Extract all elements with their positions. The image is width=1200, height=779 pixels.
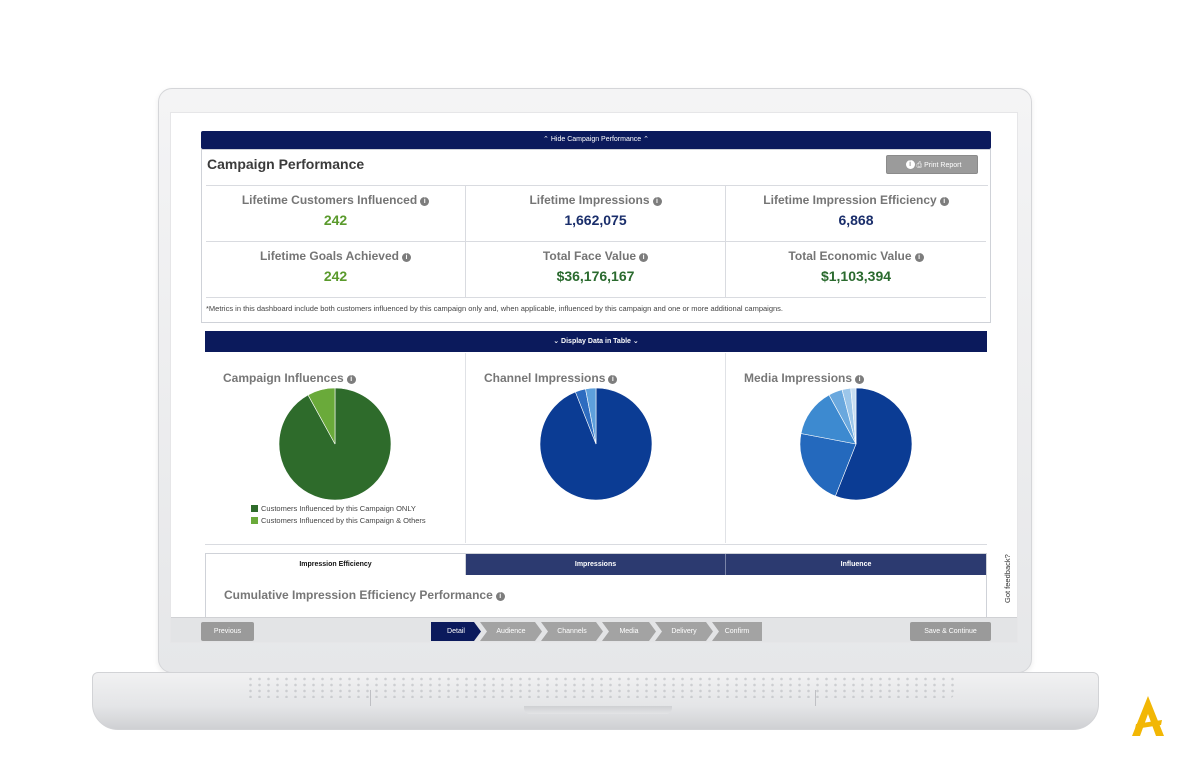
previous-button[interactable]: Previous: [201, 622, 254, 641]
save-continue-button[interactable]: Save & Continue: [910, 622, 991, 641]
section-title: Cumulative Impression Efficiency Perform…: [224, 588, 493, 602]
chevron-down-icon: ⌄: [632, 338, 639, 345]
metric-value: 6,868: [838, 212, 874, 228]
info-icon[interactable]: i: [939, 197, 949, 206]
legend-swatch: [251, 517, 258, 524]
laptop-keyboard: [246, 676, 954, 698]
metrics-disclaimer: *Metrics in this dashboard include both …: [206, 304, 784, 313]
info-icon[interactable]: i: [855, 375, 865, 384]
metric-value: 242: [323, 268, 348, 284]
info-icon[interactable]: i: [639, 253, 649, 262]
media-impressions-chart: Media Impressions i: [725, 353, 985, 543]
info-icon: i: [905, 160, 915, 169]
metric-label: Total Economic Value: [788, 249, 912, 263]
chart-title: Channel Impressions: [484, 371, 606, 385]
metric-impression-efficiency: Lifetime Impression Efficiency i 6,868: [726, 186, 986, 242]
feedback-tab[interactable]: Got feedback?: [1003, 545, 1015, 605]
display-data-in-table-bar[interactable]: ⌄ Display Data in Table ⌄: [205, 331, 987, 352]
metric-total-economic-value: Total Economic Value i $1,103,394: [726, 242, 986, 298]
channel-impressions-pie: [539, 387, 653, 501]
step-detail[interactable]: Detail: [431, 622, 481, 641]
legend-swatch: [251, 505, 258, 512]
metric-value: $1,103,394: [820, 268, 892, 284]
campaign-influences-pie: [278, 387, 392, 501]
channel-impressions-chart: Channel Impressions i: [465, 353, 725, 543]
step-delivery[interactable]: Delivery: [655, 622, 713, 641]
step-confirm[interactable]: Confirm: [712, 622, 762, 641]
footer-nav: Previous Detail Audience Channels Media …: [171, 617, 1017, 642]
chart-legend: Customers Influenced by this Campaign ON…: [251, 503, 426, 527]
metric-label: Lifetime Impression Efficiency: [763, 193, 937, 207]
print-report-button[interactable]: i ⎙ Print Report: [886, 155, 978, 174]
laptop-hinge-slot: [524, 706, 672, 714]
metric-value: 1,662,075: [564, 212, 627, 228]
page-title: Campaign Performance: [207, 156, 365, 172]
step-audience[interactable]: Audience: [480, 622, 542, 641]
tab-influence[interactable]: Influence: [726, 554, 986, 575]
wizard-steps: Detail Audience Channels Media Delivery …: [431, 622, 762, 641]
legend-item: Customers Influenced by this Campaign & …: [251, 515, 426, 527]
app-screen: ⌃ Hide Campaign Performance ⌃ Campaign P…: [170, 112, 1018, 643]
metric-goals-achieved: Lifetime Goals Achieved i 242: [206, 242, 466, 298]
metric-label: Lifetime Impressions: [529, 193, 650, 207]
legend-item: Customers Influenced by this Campaign ON…: [251, 503, 426, 515]
metric-value: $36,176,167: [556, 268, 635, 284]
performance-tabs: Impression Efficiency Impressions Influe…: [205, 553, 987, 623]
media-impressions-pie: [799, 387, 913, 501]
info-icon[interactable]: i: [495, 592, 505, 601]
step-channels[interactable]: Channels: [541, 622, 603, 641]
chart-title: Campaign Influences: [223, 371, 344, 385]
metric-label: Total Face Value: [542, 249, 637, 263]
display-data-label: Display Data in Table: [561, 338, 631, 345]
pie-slice-0[interactable]: [834, 387, 913, 501]
pie-slice-5[interactable]: [850, 387, 857, 445]
campaign-influences-chart: Campaign Influences i Customers Influence…: [205, 353, 465, 543]
campaign-performance-panel: Campaign Performance i ⎙ Print Report Li…: [201, 149, 991, 323]
tab-impressions[interactable]: Impressions: [466, 554, 726, 575]
feedback-label: Got feedback?: [1003, 554, 1012, 603]
metric-label: Lifetime Goals Achieved: [260, 249, 399, 263]
chart-title: Media Impressions: [744, 371, 853, 385]
chevron-down-icon: ⌄: [553, 338, 560, 345]
info-icon[interactable]: i: [401, 253, 411, 262]
legend-label: Customers Influenced by this Campaign & …: [261, 516, 426, 525]
metric-customers-influenced: Lifetime Customers Influenced i 242: [206, 186, 466, 242]
pie-slice-1[interactable]: [799, 433, 857, 497]
printer-icon: ⎙: [916, 162, 923, 169]
info-icon[interactable]: i: [914, 253, 924, 262]
divider: [205, 544, 987, 545]
info-icon[interactable]: i: [420, 197, 430, 206]
info-icon[interactable]: i: [652, 197, 662, 206]
info-icon[interactable]: i: [346, 375, 356, 384]
metric-impressions: Lifetime Impressions i 1,662,075: [466, 186, 726, 242]
metric-total-face-value: Total Face Value i $36,176,167: [466, 242, 726, 298]
info-icon[interactable]: i: [608, 375, 618, 384]
metric-label: Lifetime Customers Influenced: [241, 193, 418, 207]
brand-logo-icon: [1132, 696, 1164, 736]
pie-slice-2[interactable]: [585, 387, 597, 445]
tab-impression-efficiency[interactable]: Impression Efficiency: [206, 554, 466, 575]
laptop-touchpad: [370, 690, 816, 706]
metric-value: 242: [323, 212, 348, 228]
metrics-grid: Lifetime Customers Influenced i 242 Lifet…: [206, 185, 988, 298]
print-report-label: Print Report: [924, 162, 962, 169]
pie-slice-1[interactable]: [307, 387, 336, 445]
legend-label: Customers Influenced by this Campaign ON…: [261, 504, 416, 513]
step-media[interactable]: Media: [602, 622, 656, 641]
hide-campaign-performance-bar[interactable]: ⌃ Hide Campaign Performance ⌃: [201, 131, 991, 149]
